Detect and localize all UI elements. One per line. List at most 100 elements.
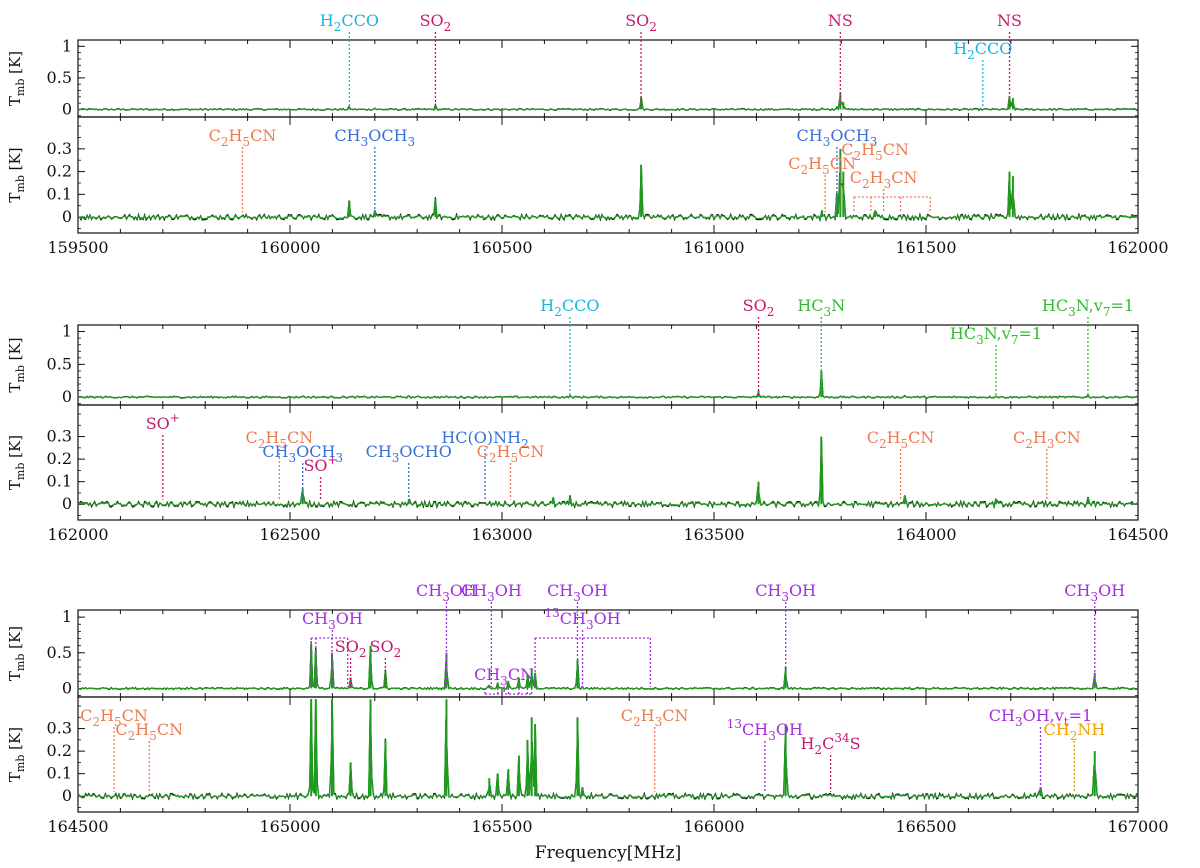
molecule-label: NS	[997, 11, 1022, 30]
observed-spectrum	[78, 371, 1139, 400]
molecule-label: C2H3CN	[1013, 428, 1081, 451]
x-tick-label: 161500	[895, 238, 956, 257]
x-tick-label: 167000	[1107, 817, 1168, 836]
molecule-label: C2H5CN	[209, 126, 277, 149]
x-tick-label: 163000	[471, 525, 532, 544]
molecule-label: NS	[828, 11, 853, 30]
x-tick-label: 165000	[259, 817, 320, 836]
y-axis-label: Tmb [K]	[6, 626, 27, 681]
molecule-label: CH3OH	[416, 581, 477, 604]
y-axis-label: Tmb [K]	[6, 51, 27, 106]
y-tick-label: 1	[62, 607, 72, 626]
molecule-label: C2H5CN	[115, 720, 183, 743]
molecule-label: C2H5CN	[788, 154, 856, 177]
x-tick-label: 165500	[471, 817, 532, 836]
x-tick-label: 166500	[895, 817, 956, 836]
molecule-label: SO2	[370, 637, 402, 660]
molecule-label: C2H5CN	[867, 428, 935, 451]
spectrum-row-2: 0 0.5 1 Tmb [K] H2CCO SO2 HC3N HC3N,v7=1HC3N,v7…	[6, 296, 1169, 544]
molecule-label: SO2	[625, 11, 657, 34]
molecule-label: CH3OH	[547, 581, 608, 604]
model-spectrum	[77, 643, 1139, 690]
y-tick-label: 0.3	[47, 719, 72, 738]
y-axis-label: Tmb [K]	[6, 147, 27, 202]
observed-spectrum	[77, 96, 1138, 112]
model-spectrum	[77, 441, 1139, 508]
y-tick-label: 0	[62, 207, 72, 226]
molecule-label: H2C34S	[801, 731, 861, 757]
y-axis-label: Tmb [K]	[6, 435, 27, 490]
molecule-label: SO+	[146, 411, 180, 433]
x-tick-label: 162000	[47, 525, 108, 544]
molecule-label: SO2	[743, 296, 775, 319]
y-tick-label: 0.1	[47, 764, 72, 783]
molecule-label: CH3CN	[474, 665, 534, 688]
x-tick-label: 161000	[683, 238, 744, 257]
y-tick-label: 1	[62, 322, 72, 341]
molecule-label: H2CCO	[540, 296, 599, 319]
molecule-label: CH3OCH3	[262, 442, 343, 465]
molecule-label: CH3OCH3	[797, 126, 878, 149]
molecule-label: C2H5CN	[841, 140, 909, 163]
x-tick-label: 164500	[1107, 525, 1168, 544]
molecule-label: CH2NH	[1044, 720, 1106, 743]
molecule-label: C2H5CN	[246, 428, 314, 451]
spectrum-row-1: 0 0.5 1 Tmb [K] H2CCO SO2 SO2 NS H2CCO NS 0 0.1 0.2 0…	[6, 11, 1169, 257]
molecule-label: 13CH3OH	[544, 606, 620, 632]
y-tick-label: 0.5	[47, 643, 72, 662]
molecule-label: C2H5CN	[477, 442, 545, 465]
y-tick-label: 0	[62, 494, 72, 513]
x-tick-label: 164500	[47, 817, 108, 836]
y-tick-label: 0.5	[47, 68, 72, 87]
x-tick-label: 160000	[259, 238, 320, 257]
y-tick-label: 0.2	[47, 449, 72, 468]
molecule-label: CH3OCH3	[334, 126, 415, 149]
molecule-label: CH3OCHO	[366, 442, 452, 465]
x-tick-label: 166000	[683, 817, 744, 836]
y-tick-label: 1	[62, 36, 72, 55]
molecule-label: CH3OH	[461, 581, 522, 604]
molecule-label: CH3OH,vt=1	[989, 706, 1092, 729]
molecule-label: HC3N,v7=1	[950, 324, 1042, 347]
model-spectrum	[77, 699, 1139, 800]
molecule-label: H2CCO	[953, 39, 1012, 62]
molecule-label: 13CH3OH	[727, 717, 803, 743]
observed-spectrum	[77, 165, 1139, 222]
y-tick-label: 0.2	[47, 162, 72, 181]
molecule-label: C2H3CN	[850, 168, 918, 191]
x-axis-label: Frequency[MHz]	[535, 843, 681, 863]
model-spectrum	[78, 372, 1139, 399]
y-tick-label: 0.2	[47, 741, 72, 760]
molecule-label: CH3OH	[755, 581, 816, 604]
molecule-label: H2CCO	[320, 11, 379, 34]
molecule-label: SO2	[420, 11, 452, 34]
y-tick-label: 0	[62, 387, 72, 406]
panel-frame	[77, 116, 1139, 234]
molecule-label: SO2	[335, 637, 367, 660]
y-tick-label: 0.1	[47, 184, 72, 203]
molecule-label: SO+	[303, 453, 337, 475]
x-tick-label: 164000	[895, 525, 956, 544]
panel-frame	[77, 404, 1139, 521]
observed-spectrum	[77, 641, 1139, 691]
panel-frame	[77, 696, 1139, 813]
molecule-label: HC3N	[797, 296, 845, 319]
x-tick-label: 163500	[683, 525, 744, 544]
x-tick-label: 159500	[47, 238, 108, 257]
y-axis-label: Tmb [K]	[6, 727, 27, 782]
y-tick-label: 0	[62, 786, 72, 805]
observed-spectrum	[77, 439, 1139, 510]
molecule-label: CH3OH	[1064, 581, 1125, 604]
model-spectrum	[77, 97, 1138, 111]
x-tick-label: 160500	[471, 238, 532, 257]
y-tick-label: 0	[62, 99, 72, 118]
y-tick-label: 0.3	[47, 427, 72, 446]
molecule-label: C2H5CN	[80, 706, 148, 729]
observed-spectrum	[77, 699, 1139, 801]
model-spectrum	[77, 167, 1139, 221]
x-tick-label: 162500	[259, 525, 320, 544]
y-tick-label: 0.1	[47, 472, 72, 491]
y-tick-label: 0.3	[47, 139, 72, 158]
